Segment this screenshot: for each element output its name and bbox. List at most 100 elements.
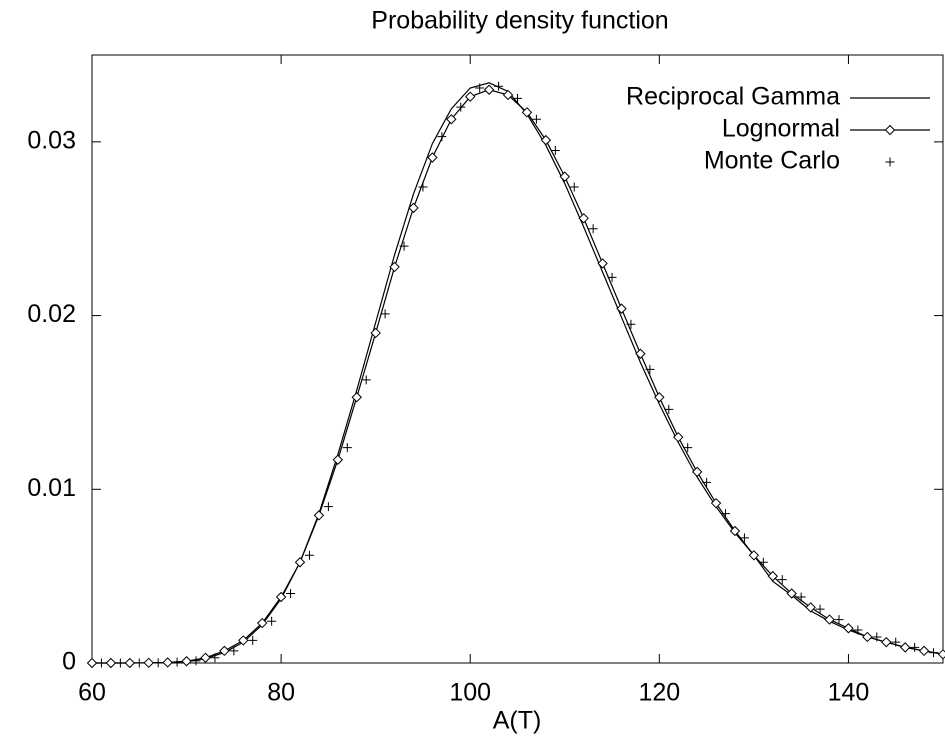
diamond-marker xyxy=(559,171,570,182)
chart-title: Probability density function xyxy=(371,7,668,35)
diamond-marker xyxy=(143,657,154,669)
plus-marker xyxy=(929,648,939,658)
plus-marker xyxy=(304,550,314,560)
diamond-marker xyxy=(786,588,797,599)
plus-marker xyxy=(115,658,125,668)
diamond-marker xyxy=(105,657,117,669)
diamond-marker xyxy=(767,570,779,582)
legend-label: Lognormal xyxy=(722,115,840,143)
diamond-marker xyxy=(918,645,930,657)
y-tick-label: 0.01 xyxy=(27,474,76,502)
plus-marker xyxy=(513,93,522,103)
y-tick-label: 0.02 xyxy=(27,300,76,328)
plus-marker xyxy=(607,272,617,282)
plus-marker xyxy=(872,632,882,642)
diamond-marker xyxy=(502,89,514,101)
diamond-marker xyxy=(332,454,344,465)
legend-plus xyxy=(885,157,895,167)
plus-marker xyxy=(664,404,674,414)
diamond-marker xyxy=(824,614,835,625)
diamond-marker xyxy=(862,631,873,643)
plus-marker xyxy=(910,642,920,652)
plus-marker xyxy=(834,615,844,625)
plus-marker xyxy=(229,646,239,656)
legend-label: Monte Carlo xyxy=(704,147,840,175)
diamond-marker xyxy=(540,134,552,146)
plus-marker xyxy=(891,637,901,647)
plus-marker xyxy=(796,592,806,602)
diamond-marker xyxy=(313,510,325,521)
x-tick-label: 140 xyxy=(828,679,870,707)
diamond-marker xyxy=(673,431,684,443)
x-axis-label: A(T) xyxy=(493,707,542,735)
plus-marker xyxy=(248,635,258,645)
plus-marker xyxy=(645,364,655,374)
plus-marker xyxy=(853,625,863,635)
diamond-marker xyxy=(465,91,476,102)
diamond-marker xyxy=(597,258,608,269)
plus-marker xyxy=(815,604,825,614)
plus-marker xyxy=(777,575,787,585)
diamond-marker xyxy=(238,635,249,646)
y-tick-label: 0.03 xyxy=(27,126,76,154)
plus-marker xyxy=(758,557,768,567)
diamond-marker xyxy=(899,642,911,653)
plus-marker xyxy=(153,658,163,668)
diamond-marker xyxy=(162,657,173,668)
plus-marker xyxy=(569,182,579,192)
diamond-marker xyxy=(408,202,419,214)
plus-marker xyxy=(683,443,693,453)
plus-marker xyxy=(399,241,409,251)
diamond-marker xyxy=(881,636,892,648)
plus-marker xyxy=(96,658,106,668)
diamond-marker xyxy=(389,261,400,273)
plus-marker xyxy=(134,658,144,668)
diamond-marker xyxy=(370,327,381,339)
diamond-marker xyxy=(635,348,646,359)
plus-marker xyxy=(380,309,390,319)
diamond-marker xyxy=(729,525,741,537)
plus-marker xyxy=(323,502,333,512)
diamond-marker xyxy=(275,591,287,603)
diamond-marker xyxy=(616,303,627,314)
diamond-marker xyxy=(181,656,192,667)
plus-marker xyxy=(267,616,277,626)
plus-marker xyxy=(342,443,352,453)
diamond-marker xyxy=(521,107,533,118)
diamond-marker xyxy=(748,550,760,561)
diamond-marker xyxy=(124,657,136,669)
diamond-marker xyxy=(710,497,722,509)
diamond-marker xyxy=(578,213,589,224)
diamond-marker xyxy=(937,649,945,660)
plot-frame xyxy=(91,54,944,664)
plus-marker xyxy=(494,81,504,91)
plus-marker xyxy=(588,224,598,234)
legend-label: Reciprocal Gamma xyxy=(626,83,840,111)
diamond-marker xyxy=(483,84,495,95)
plus-marker xyxy=(550,146,560,156)
diamond-marker xyxy=(654,392,665,403)
x-tick-label: 120 xyxy=(638,679,680,707)
plus-marker xyxy=(475,83,485,93)
plus-marker xyxy=(210,653,220,663)
diamond-marker xyxy=(200,652,211,663)
x-tick-label: 80 xyxy=(267,679,295,707)
plus-marker xyxy=(172,657,182,667)
plus-marker xyxy=(437,132,447,142)
diamond-marker xyxy=(86,657,98,669)
x-tick-label: 100 xyxy=(449,679,491,707)
x-tick-label: 60 xyxy=(78,679,106,707)
plus-marker xyxy=(721,509,731,519)
diamond-marker xyxy=(843,623,854,634)
plus-marker xyxy=(456,102,466,112)
plus-marker xyxy=(702,477,712,487)
diamond-marker xyxy=(427,152,438,163)
legend-diamond xyxy=(884,124,896,136)
diamond-marker xyxy=(805,602,816,613)
plus-marker xyxy=(531,114,541,124)
diamond-marker xyxy=(691,466,703,478)
plus-marker xyxy=(626,319,636,329)
plus-marker xyxy=(739,533,749,543)
diamond-marker xyxy=(256,617,268,629)
